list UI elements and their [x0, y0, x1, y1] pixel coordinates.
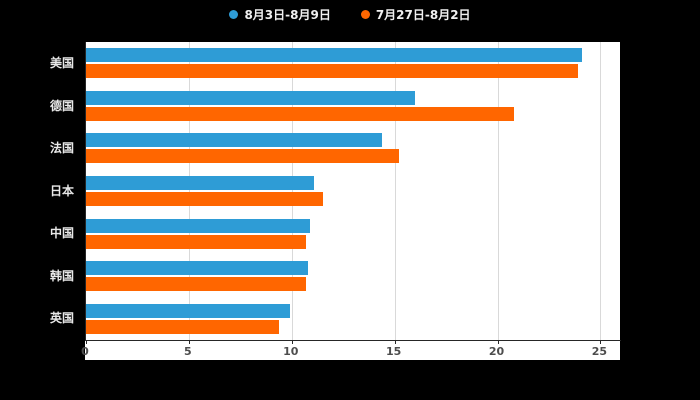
- bar: [86, 149, 399, 164]
- x-axis-tick-label: 10: [283, 345, 299, 358]
- y-axis-category-label: 韩国: [49, 268, 74, 283]
- gridline: [497, 42, 499, 340]
- bar: [86, 106, 514, 121]
- plot-area: [85, 42, 621, 344]
- x-axis-labels: 0 5 10 15 20 25: [81, 345, 620, 360]
- bar: [86, 90, 416, 105]
- axis-tick: [497, 340, 499, 344]
- axis-tick: [600, 340, 602, 344]
- legend-item-week-current[interactable]: 8月3日-8月9日: [229, 6, 331, 23]
- y-axis-category-label: 德国: [49, 98, 74, 113]
- gridline: [600, 42, 602, 340]
- axis-tick: [86, 340, 87, 344]
- x-axis-tick-label: 20: [488, 345, 505, 358]
- legend-label: 8月3日-8月9日: [244, 8, 331, 22]
- y-axis-category-label: 英国: [49, 311, 74, 326]
- x-axis-tick-label: 15: [385, 345, 402, 358]
- bar: [86, 64, 578, 79]
- axis-tick: [394, 340, 396, 344]
- bar: [86, 234, 307, 249]
- bar: [86, 277, 307, 292]
- bar: [86, 192, 323, 206]
- series-marker-icon: [229, 10, 239, 19]
- axis-tick: [188, 340, 190, 344]
- x-axis-tick-label: 0: [81, 345, 89, 358]
- bar: [86, 303, 290, 318]
- bar: [86, 261, 309, 276]
- x-axis-tick-label: 25: [591, 345, 608, 358]
- legend: 8月3日-8月9日 7月27日-8月2日: [0, 6, 700, 23]
- axis-tick: [291, 340, 293, 344]
- y-axis-category-label: 中国: [49, 226, 74, 241]
- bar: [86, 133, 383, 148]
- gridline: [394, 42, 396, 340]
- bar: [86, 176, 315, 190]
- series-marker-icon: [360, 10, 370, 19]
- gridline: [291, 42, 293, 340]
- legend-item-week-previous[interactable]: 7月27日-8月2日: [360, 6, 471, 23]
- y-axis-category-label: 日本: [49, 183, 74, 198]
- gridline: [188, 42, 190, 340]
- bar: [86, 319, 280, 334]
- x-axis-tick-label: 5: [184, 345, 192, 358]
- y-axis-category-label: 法国: [49, 141, 74, 156]
- legend-label: 7月27日-8月2日: [375, 8, 471, 22]
- y-axis-category-label: 美国: [49, 56, 74, 70]
- y-axis-labels: 美国德国法国日本中国韩国英国: [0, 42, 80, 340]
- bar: [86, 48, 582, 63]
- bar: [86, 218, 311, 233]
